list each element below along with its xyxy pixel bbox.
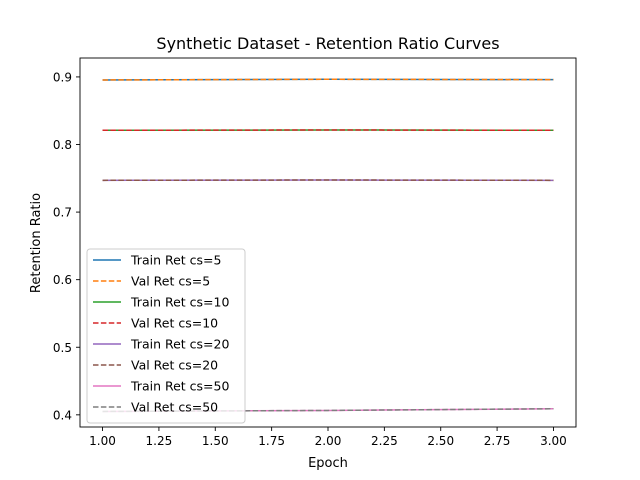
legend-entry-label: Val Ret cs=20 <box>131 358 218 373</box>
x-tick-label: 2.00 <box>315 434 342 448</box>
y-tick-label: 0.7 <box>53 206 72 220</box>
x-tick-label: 2.25 <box>371 434 398 448</box>
y-tick-label: 0.5 <box>53 341 72 355</box>
chart-title: Synthetic Dataset - Retention Ratio Curv… <box>156 34 499 53</box>
x-tick-label: 2.75 <box>484 434 511 448</box>
y-tick-label: 0.4 <box>53 408 72 422</box>
legend-entry-label: Train Ret cs=20 <box>130 337 229 352</box>
y-tick-label: 0.8 <box>53 138 72 152</box>
x-tick-label: 1.50 <box>202 434 229 448</box>
legend: Train Ret cs=5 Val Ret cs=5 Train Ret cs=1… <box>86 248 246 424</box>
legend-entry-label: Val Ret cs=5 <box>131 274 210 289</box>
x-tick-label: 3.00 <box>540 434 567 448</box>
y-tick-label: 0.9 <box>53 70 72 84</box>
x-tick-label: 2.50 <box>427 434 454 448</box>
y-tick-label: 0.6 <box>53 273 72 287</box>
legend-entry-label: Val Ret cs=50 <box>131 400 218 415</box>
x-tick-label: 1.00 <box>89 434 116 448</box>
x-axis-label: Epoch <box>308 456 348 471</box>
legend-box <box>86 248 246 424</box>
legend-entry-label: Train Ret cs=5 <box>130 253 221 268</box>
series-line-2 <box>102 78 554 81</box>
legend-entry-label: Val Ret cs=10 <box>131 316 218 331</box>
x-tick-label: 1.75 <box>258 434 285 448</box>
x-tick-label: 1.25 <box>146 434 173 448</box>
legend-entry-label: Train Ret cs=10 <box>130 295 229 310</box>
y-axis-label: Retention Ratio <box>29 193 44 293</box>
legend-entry-label: Train Ret cs=50 <box>130 379 229 394</box>
axes-layer: 1.00 1.25 1.50 1.75 2.00 2.25 2.50 2.75 3.00 0.4 0… <box>53 57 577 448</box>
